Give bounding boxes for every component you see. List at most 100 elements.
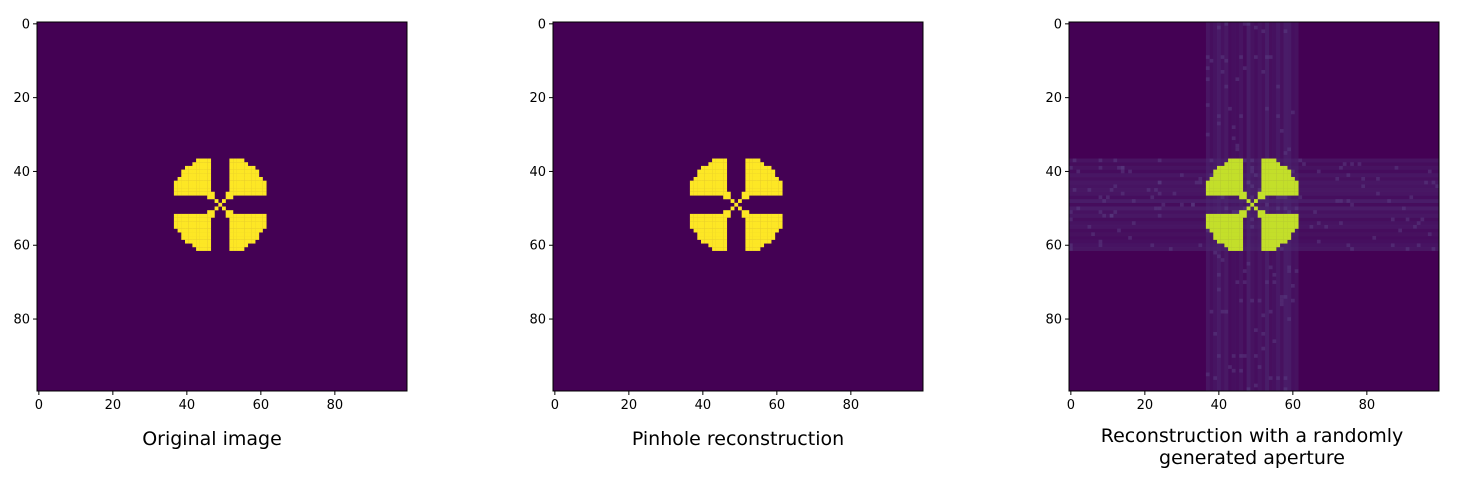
heatmap-cell xyxy=(1261,243,1266,248)
heatmap-cell xyxy=(745,210,750,215)
heatmap-cell xyxy=(240,236,245,240)
noise-speckle xyxy=(1424,180,1428,185)
heatmap-cell xyxy=(203,158,208,163)
heatmap-cell xyxy=(177,184,182,189)
heatmap-cell xyxy=(749,221,753,226)
noise-speckle xyxy=(1339,221,1343,225)
heatmap-cell xyxy=(712,213,716,218)
noise-speckle xyxy=(1213,376,1217,380)
heatmap-cell xyxy=(1265,180,1269,185)
heatmap-cell xyxy=(719,188,724,192)
heatmap-cell xyxy=(1265,184,1269,189)
heatmap-cell xyxy=(723,180,728,185)
heatmap-cell xyxy=(712,228,716,233)
heatmap-cell xyxy=(1279,184,1284,189)
heatmap-cell xyxy=(697,228,702,233)
noise-speckle xyxy=(1217,254,1221,259)
noise-speckle xyxy=(1283,206,1288,211)
heatmap-cell xyxy=(173,184,178,189)
heatmap-cell xyxy=(756,224,761,229)
noise-speckle xyxy=(1279,298,1284,303)
heatmap-cell xyxy=(229,158,234,163)
heatmap-cell xyxy=(207,184,212,189)
noise-band-col xyxy=(1287,22,1292,391)
heatmap-cell xyxy=(185,224,189,229)
heatmap-cell xyxy=(763,236,768,240)
heatmap-cell xyxy=(778,191,783,196)
heatmap-cell xyxy=(701,228,705,233)
heatmap-cell xyxy=(185,221,189,226)
noise-speckle xyxy=(1276,84,1280,89)
heatmap-cell xyxy=(181,169,186,174)
heatmap-cell xyxy=(255,173,260,178)
heatmap-cell xyxy=(177,228,182,233)
heatmap-cell xyxy=(1217,232,1221,237)
heatmap-cell xyxy=(240,165,245,170)
heatmap-cell xyxy=(767,213,772,218)
heatmap-cell xyxy=(723,162,728,167)
noise-speckle xyxy=(1431,180,1436,185)
heatmap-cell xyxy=(1268,221,1273,226)
heatmap-cell xyxy=(196,184,200,189)
heatmap-cell xyxy=(236,224,241,229)
heatmap-cell xyxy=(185,184,189,189)
heatmap-cell xyxy=(1235,169,1240,174)
heatmap-cell xyxy=(177,224,182,229)
heatmap-cell xyxy=(1268,180,1273,185)
heatmap-cell xyxy=(689,221,694,226)
heatmap-cell xyxy=(173,224,178,229)
heatmap-cell xyxy=(693,213,698,218)
heatmap-cell xyxy=(715,239,720,244)
heatmap-cell xyxy=(715,217,720,222)
heatmap-cell xyxy=(1291,184,1295,189)
heatmap-cell xyxy=(1283,239,1288,244)
noise-speckle xyxy=(1157,213,1162,218)
heatmap-cell xyxy=(1228,236,1232,240)
heatmap-cell xyxy=(199,239,204,244)
heatmap-cell xyxy=(1294,217,1299,222)
heatmap-cell xyxy=(207,191,212,196)
heatmap-cell xyxy=(701,188,705,192)
heatmap-cell xyxy=(693,180,698,185)
heatmap-cell xyxy=(1220,232,1225,237)
heatmap-cell xyxy=(229,169,234,174)
heatmap-cell xyxy=(1213,213,1218,218)
heatmap-cell xyxy=(763,228,768,233)
heatmap-cell xyxy=(767,165,772,170)
heatmap-cell xyxy=(1276,191,1281,196)
heatmap-cell xyxy=(778,188,783,192)
heatmap-cell xyxy=(1272,224,1277,229)
heatmap-cell xyxy=(1287,180,1292,185)
heatmap-cell xyxy=(181,180,186,185)
noise-speckle xyxy=(1205,132,1210,137)
heatmap-cell xyxy=(708,173,713,178)
heatmap-cell xyxy=(1291,176,1295,181)
heatmap-cell xyxy=(1235,176,1240,181)
heatmap-cell xyxy=(240,173,245,178)
heatmap-cell xyxy=(763,188,768,192)
heatmap-cell xyxy=(173,217,178,222)
noise-band-row xyxy=(1069,162,1439,167)
heatmap-cell xyxy=(1220,176,1225,181)
y-tick-label: 0 xyxy=(22,17,30,32)
heatmap-cell xyxy=(192,169,197,174)
heatmap-cell xyxy=(1231,158,1236,163)
noise-band-col xyxy=(1257,22,1262,391)
heatmap-cell xyxy=(255,213,260,218)
noise-speckle xyxy=(1276,206,1280,211)
noise-speckle xyxy=(1120,191,1125,196)
heatmap-cell xyxy=(173,180,178,185)
heatmap-cell xyxy=(767,232,772,237)
heatmap-cell xyxy=(255,221,260,226)
noise-speckle xyxy=(1235,280,1240,284)
heatmap-cell xyxy=(749,191,753,196)
heatmap-cell xyxy=(1220,221,1225,226)
noise-speckle xyxy=(1283,387,1288,391)
heatmap-cell xyxy=(1235,180,1240,185)
heatmap-cell xyxy=(1224,224,1229,229)
noise-speckle xyxy=(1398,228,1402,233)
heatmap-cell xyxy=(704,191,709,196)
heatmap-cell xyxy=(236,176,241,181)
x-tick-label: 60 xyxy=(769,398,786,413)
